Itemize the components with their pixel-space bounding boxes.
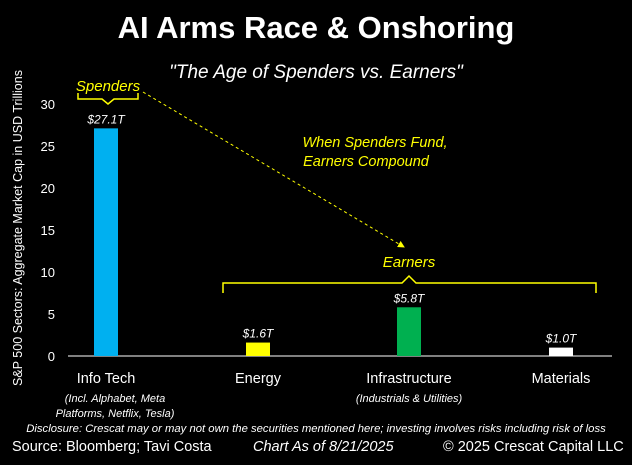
earners-label: Earners [383,254,436,271]
y-tick-label: 0 [48,349,55,364]
data-label: $5.8T [393,291,426,305]
data-label: $1.0T [545,332,578,346]
spenders-to-earners-arrow [142,91,405,248]
callout-line-1: When Spenders Fund, [302,135,447,151]
chart-subtitle: "The Age of Spenders vs. Earners" [169,62,463,83]
y-tick-label: 20 [41,181,55,196]
category-labels-group: Info Tech (Incl. Alphabet, Meta Platforms,… [56,371,591,420]
y-tick-label: 15 [41,223,55,238]
bar-energy [246,342,270,356]
bar-info-tech [94,128,118,356]
y-tick-label: 5 [48,307,55,322]
data-label: $1.6T [242,327,275,341]
earners-brace [222,274,597,293]
y-axis-label: S&P 500 Sectors: Aggregate Market Cap in… [11,70,25,386]
chart-title: AI Arms Race & Onshoring [117,10,515,45]
y-tick-label: 30 [41,97,55,112]
category-label: Energy [235,371,282,387]
category-label: Infrastructure [366,371,451,387]
spenders-label: Spenders [76,78,141,95]
bar-materials [549,347,573,356]
data-labels-group: $27.1T $1.6T $5.8T $1.0T [86,112,578,345]
bar-infrastructure [397,307,421,356]
copyright-text: © 2025 Crescat Capital LLC [443,439,624,455]
category-label: Info Tech [77,371,136,387]
y-axis-ticks: 0 5 10 15 20 25 30 [41,97,55,364]
spenders-brace [77,93,139,105]
callout-line-2: Earners Compound [303,154,430,170]
category-label: Materials [532,371,591,387]
y-tick-label: 25 [41,139,55,154]
bars-group [94,128,573,356]
category-note: (Industrials & Utilities) [356,393,463,405]
disclosure-text: Disclosure: Crescat may or may not own t… [26,423,606,435]
category-note: Platforms, Netflix, Tesla) [56,408,175,420]
data-label: $27.1T [86,112,126,126]
chart-date-text: Chart As of 8/21/2025 [253,439,394,455]
y-tick-label: 10 [41,265,55,280]
source-text: Source: Bloomberg; Tavi Costa [12,439,212,455]
category-note: (Incl. Alphabet, Meta [65,393,165,405]
